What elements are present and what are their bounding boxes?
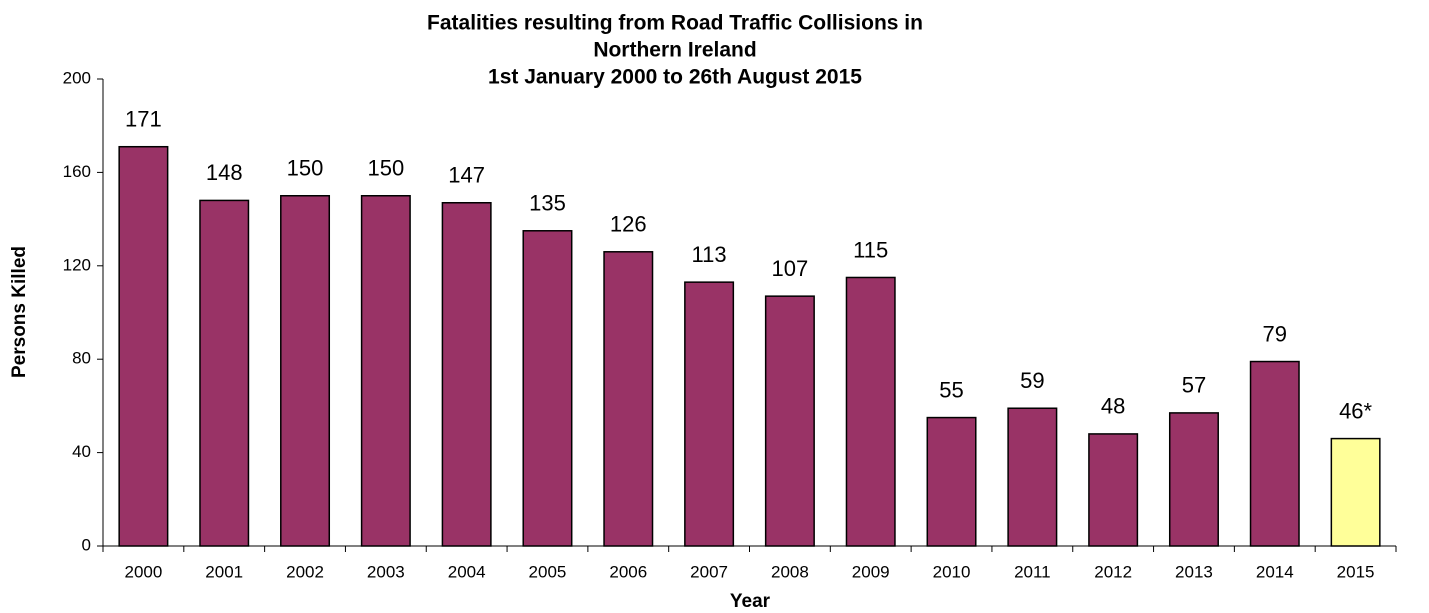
bar xyxy=(522,230,573,547)
bar xyxy=(603,251,654,547)
value-label: 48 xyxy=(1101,394,1125,419)
x-tick-label: 2003 xyxy=(367,562,405,581)
value-label: 113 xyxy=(692,242,727,267)
x-tick-label: 2012 xyxy=(1094,562,1132,581)
bar xyxy=(441,202,492,547)
x-tick-label: 2014 xyxy=(1256,562,1294,581)
x-tick-label: 2005 xyxy=(529,562,567,581)
value-label: 147 xyxy=(448,163,485,188)
value-label: 107 xyxy=(772,256,809,281)
bar xyxy=(360,195,411,547)
bar xyxy=(1088,433,1139,547)
y-tick-label: 0 xyxy=(82,535,91,554)
x-tick-label: 2001 xyxy=(205,562,243,581)
y-tick-label: 40 xyxy=(72,442,91,461)
x-tick-label: 2011 xyxy=(1014,562,1051,581)
value-label: 150 xyxy=(287,156,324,181)
x-tick-label: 2000 xyxy=(124,562,162,581)
bar xyxy=(684,281,735,547)
x-tick-label: 2008 xyxy=(771,562,809,581)
bar xyxy=(280,195,331,547)
y-tick-label: 200 xyxy=(63,68,91,87)
value-label: 46* xyxy=(1339,398,1372,423)
bar xyxy=(1168,412,1219,547)
x-tick-label: 2006 xyxy=(609,562,647,581)
chart-title: Fatalities resulting from Road Traffic C… xyxy=(427,12,923,35)
y-tick-label: 120 xyxy=(63,255,91,274)
y-tick-label: 160 xyxy=(63,162,91,181)
bar xyxy=(1007,407,1058,547)
y-axis-title: Persons Killed xyxy=(9,246,30,378)
x-tick-label: 2010 xyxy=(933,562,971,581)
x-tick-label: 2004 xyxy=(448,562,486,581)
value-label: 115 xyxy=(853,237,888,262)
bar xyxy=(118,145,169,547)
x-tick-label: 2002 xyxy=(286,562,324,581)
value-label: 150 xyxy=(367,156,404,181)
bar xyxy=(764,295,815,547)
x-tick-label: 2007 xyxy=(690,562,728,581)
x-tick-label: 2013 xyxy=(1175,562,1213,581)
bar xyxy=(1330,437,1381,547)
bar xyxy=(199,199,250,547)
bar xyxy=(845,276,896,547)
bar xyxy=(926,416,977,547)
x-axis-title: Year xyxy=(730,591,771,612)
value-label: 126 xyxy=(610,212,647,237)
value-label: 135 xyxy=(529,191,566,216)
value-label: 171 xyxy=(125,107,162,132)
value-label: 57 xyxy=(1182,373,1206,398)
value-label: 55 xyxy=(939,377,963,402)
y-tick-label: 80 xyxy=(72,349,91,368)
value-label: 79 xyxy=(1263,321,1287,346)
bar xyxy=(1249,360,1300,547)
x-tick-label: 2015 xyxy=(1337,562,1375,581)
x-tick-label: 2009 xyxy=(852,562,890,581)
chart-title: Northern Ireland xyxy=(593,39,756,62)
value-label: 59 xyxy=(1020,368,1044,393)
chart-subtitle: 1st January 2000 to 26th August 2015 xyxy=(488,66,862,89)
value-label: 148 xyxy=(206,160,243,185)
